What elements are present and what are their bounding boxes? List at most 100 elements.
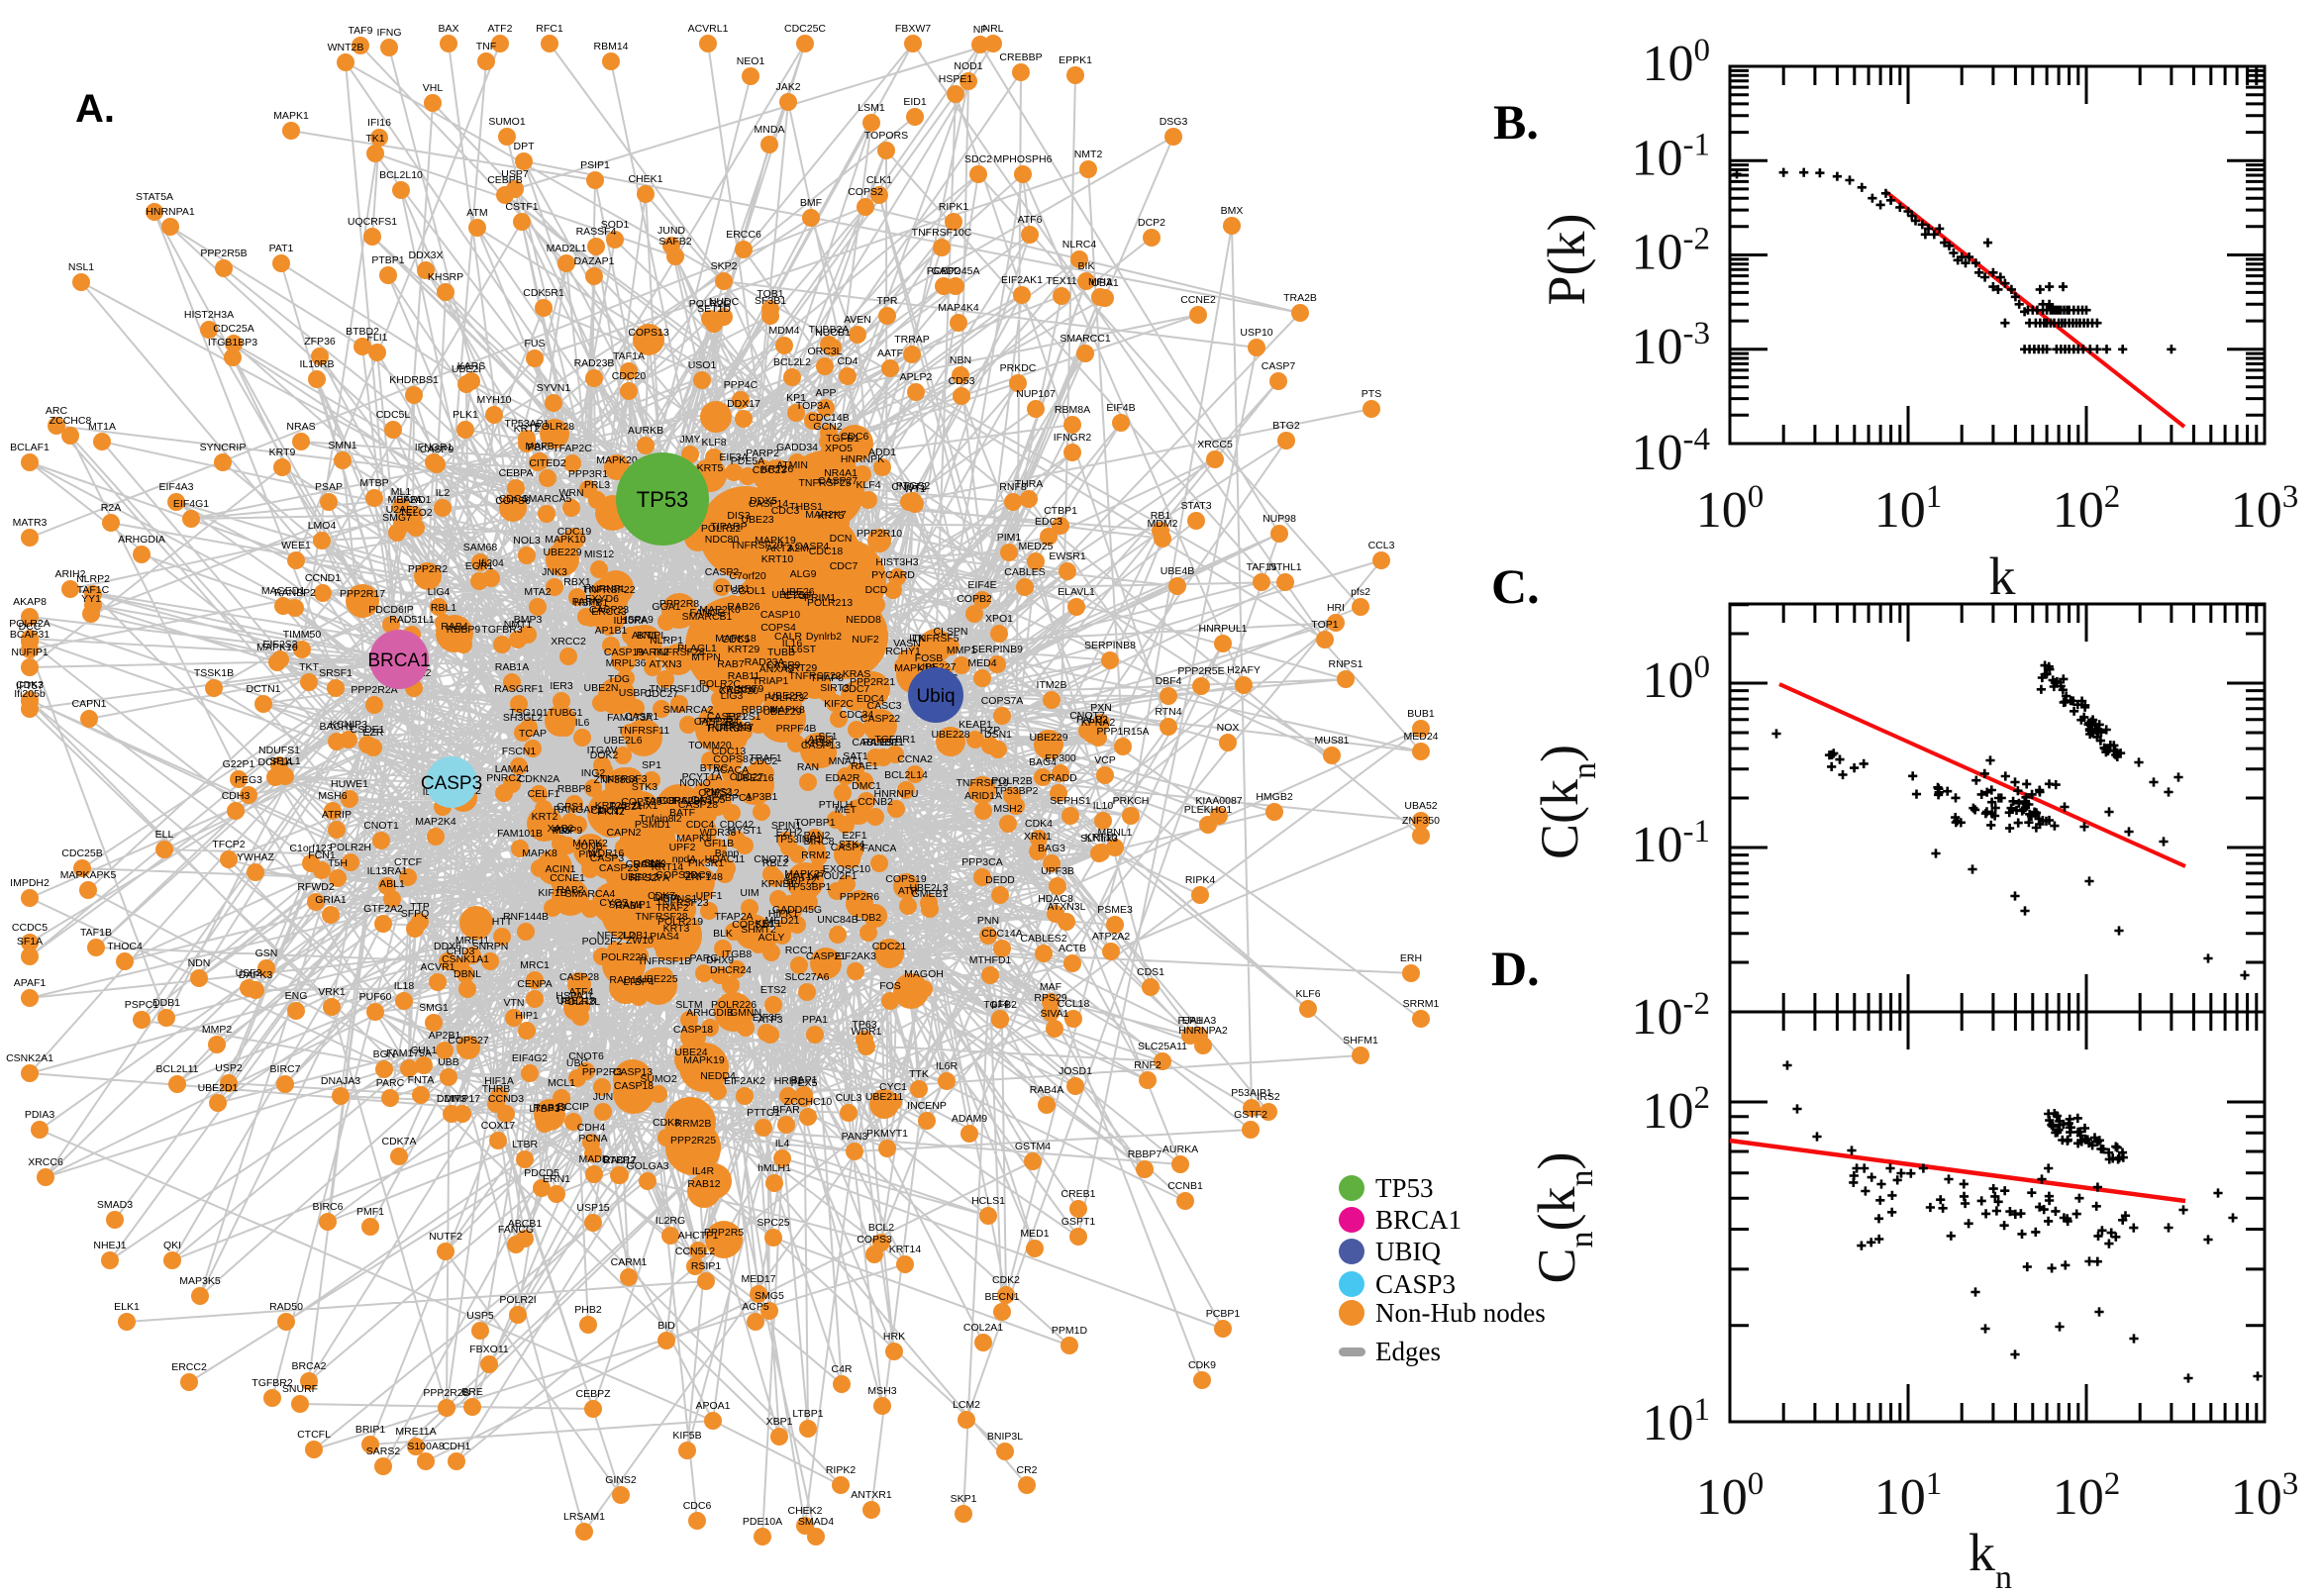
svg-text:HRK: HRK xyxy=(883,1331,905,1343)
svg-text:TNFRSF1B: TNFRSF1B xyxy=(638,955,691,967)
svg-text:SARS2: SARS2 xyxy=(366,1446,401,1457)
svg-text:SF1: SF1 xyxy=(818,731,837,743)
svg-text:CDH1: CDH1 xyxy=(443,1441,471,1452)
svg-text:HUWE1: HUWE1 xyxy=(331,778,368,790)
svg-text:SEPHS1: SEPHS1 xyxy=(1050,795,1091,807)
svg-text:CASP7: CASP7 xyxy=(1262,360,1296,372)
svg-text:XRCC4: XRCC4 xyxy=(719,684,755,696)
svg-text:C4R: C4R xyxy=(831,1363,852,1375)
svg-text:EDC3: EDC3 xyxy=(1035,516,1062,528)
svg-text:MAPK19: MAPK19 xyxy=(755,535,796,547)
svg-text:COPS29: COPS29 xyxy=(658,795,700,807)
svg-text:CDC42: CDC42 xyxy=(720,819,755,831)
svg-text:SLC27A6: SLC27A6 xyxy=(785,971,830,983)
svg-text:CASP7: CASP7 xyxy=(831,842,865,853)
svg-text:MAPK19: MAPK19 xyxy=(683,1054,725,1066)
svg-text:TRA2B: TRA2B xyxy=(1283,292,1317,304)
svg-text:CDC3: CDC3 xyxy=(771,505,800,517)
svg-text:TP53AP1: TP53AP1 xyxy=(505,418,550,430)
svg-text:HNRNPL: HNRNPL xyxy=(583,583,626,595)
svg-text:TK1: TK1 xyxy=(365,133,384,145)
svg-text:MSH3: MSH3 xyxy=(867,1385,896,1397)
svg-text:TNFRSF3: TNFRSF3 xyxy=(600,773,647,785)
svg-text:BECN1: BECN1 xyxy=(984,1291,1019,1303)
svg-text:BRCA1: BRCA1 xyxy=(367,650,430,671)
svg-text:IFNGR1: IFNGR1 xyxy=(415,442,454,453)
svg-text:DHCR24: DHCR24 xyxy=(710,964,752,976)
svg-text:KCNIP3: KCNIP3 xyxy=(330,719,367,731)
svg-text:COPS4: COPS4 xyxy=(760,622,796,634)
svg-text:NUFIP1: NUFIP1 xyxy=(11,647,49,658)
svg-text:TUBB2A: TUBB2A xyxy=(809,324,850,336)
svg-text:ABL1: ABL1 xyxy=(379,878,405,890)
svg-text:hMLH1: hMLH1 xyxy=(758,1162,791,1174)
svg-text:COPS12: COPS12 xyxy=(698,787,740,799)
svg-text:PALB2: PALB2 xyxy=(1076,714,1108,726)
svg-text:THRB: THRB xyxy=(482,1083,511,1095)
svg-text:POLR28: POLR28 xyxy=(535,421,574,433)
svg-text:PLK1: PLK1 xyxy=(453,409,478,421)
svg-text:Banp: Banp xyxy=(715,848,740,859)
svg-text:USF2: USF2 xyxy=(236,967,262,979)
svg-text:RAB4A: RAB4A xyxy=(1030,1084,1063,1096)
svg-text:ITGB1BP3: ITGB1BP3 xyxy=(208,337,257,349)
svg-text:GSN: GSN xyxy=(255,948,278,959)
svg-text:ATXN3L: ATXN3L xyxy=(1048,901,1086,913)
svg-text:SH3GL2: SH3GL2 xyxy=(503,712,543,724)
svg-text:ACTB: ACTB xyxy=(1059,943,1086,954)
svg-text:ERN1: ERN1 xyxy=(543,1173,570,1185)
svg-text:SUMO2: SUMO2 xyxy=(640,1073,677,1085)
svg-text:PPP2R8: PPP2R8 xyxy=(659,598,699,610)
svg-text:ERH: ERH xyxy=(1400,952,1422,964)
svg-text:CLK1: CLK1 xyxy=(866,174,892,186)
svg-text:RASGRF1: RASGRF1 xyxy=(494,683,544,695)
svg-text:Non-Hub nodes: Non-Hub nodes xyxy=(1375,1298,1546,1328)
svg-text:CTCFL: CTCFL xyxy=(297,1429,331,1441)
svg-text:ANXA3: ANXA3 xyxy=(759,663,794,675)
svg-text:THBS1: THBS1 xyxy=(789,501,823,513)
svg-text:Dynlrb2: Dynlrb2 xyxy=(806,631,842,643)
svg-text:DDX6: DDX6 xyxy=(434,941,461,952)
svg-text:CASP23: CASP23 xyxy=(599,862,639,874)
svg-text:CLSPN: CLSPN xyxy=(933,626,967,638)
svg-text:VTN: VTN xyxy=(504,997,525,1009)
svg-text:CABLES2: CABLES2 xyxy=(1020,933,1066,945)
svg-text:BGN: BGN xyxy=(373,1048,396,1060)
svg-text:CSTF1: CSTF1 xyxy=(505,201,538,213)
svg-text:PPA1: PPA1 xyxy=(802,1014,828,1026)
svg-text:PPM1D: PPM1D xyxy=(1052,1325,1088,1337)
svg-text:SF1A: SF1A xyxy=(17,936,43,948)
svg-text:PTS: PTS xyxy=(1362,388,1381,400)
svg-text:CCNB2: CCNB2 xyxy=(858,796,893,808)
svg-text:TOMM20: TOMM20 xyxy=(688,740,732,751)
svg-text:POLR2H: POLR2H xyxy=(330,842,371,853)
svg-text:WT1: WT1 xyxy=(904,483,926,495)
svg-text:RBBP7: RBBP7 xyxy=(1128,1148,1162,1160)
svg-text:CCDC5: CCDC5 xyxy=(12,922,48,934)
svg-text:RNF8: RNF8 xyxy=(999,481,1027,493)
svg-text:RAB24: RAB24 xyxy=(609,801,642,813)
svg-text:CELF1: CELF1 xyxy=(528,788,560,800)
svg-text:MAFB: MAFB xyxy=(525,441,554,452)
svg-text:SOD1: SOD1 xyxy=(601,219,630,231)
svg-text:CDC9: CDC9 xyxy=(683,869,712,881)
svg-text:CASP3: CASP3 xyxy=(421,773,482,794)
svg-text:APAF1: APAF1 xyxy=(14,977,47,989)
svg-text:MMP1: MMP1 xyxy=(947,645,976,656)
svg-text:MAGOH: MAGOH xyxy=(904,968,944,980)
svg-text:CAPN2: CAPN2 xyxy=(606,827,641,839)
svg-text:KRT2: KRT2 xyxy=(514,423,541,435)
svg-text:PTGS2: PTGS2 xyxy=(896,480,931,492)
svg-text:EIF4B: EIF4B xyxy=(1106,402,1135,414)
svg-text:EPHA3: EPHA3 xyxy=(1182,1015,1217,1027)
svg-text:LSM1: LSM1 xyxy=(858,102,885,114)
svg-text:CCNB1: CCNB1 xyxy=(1167,1180,1203,1192)
svg-text:SCAMP1: SCAMP1 xyxy=(608,899,651,911)
svg-text:NUP107: NUP107 xyxy=(1016,388,1056,400)
svg-text:NFE2L2: NFE2L2 xyxy=(597,930,636,942)
svg-text:CTBP2: CTBP2 xyxy=(602,1154,636,1166)
svg-text:FUS: FUS xyxy=(525,338,546,349)
svg-text:PPP3CA: PPP3CA xyxy=(961,856,1002,868)
svg-text:DBF4: DBF4 xyxy=(1156,675,1182,687)
svg-text:BTRC: BTRC xyxy=(700,762,729,774)
